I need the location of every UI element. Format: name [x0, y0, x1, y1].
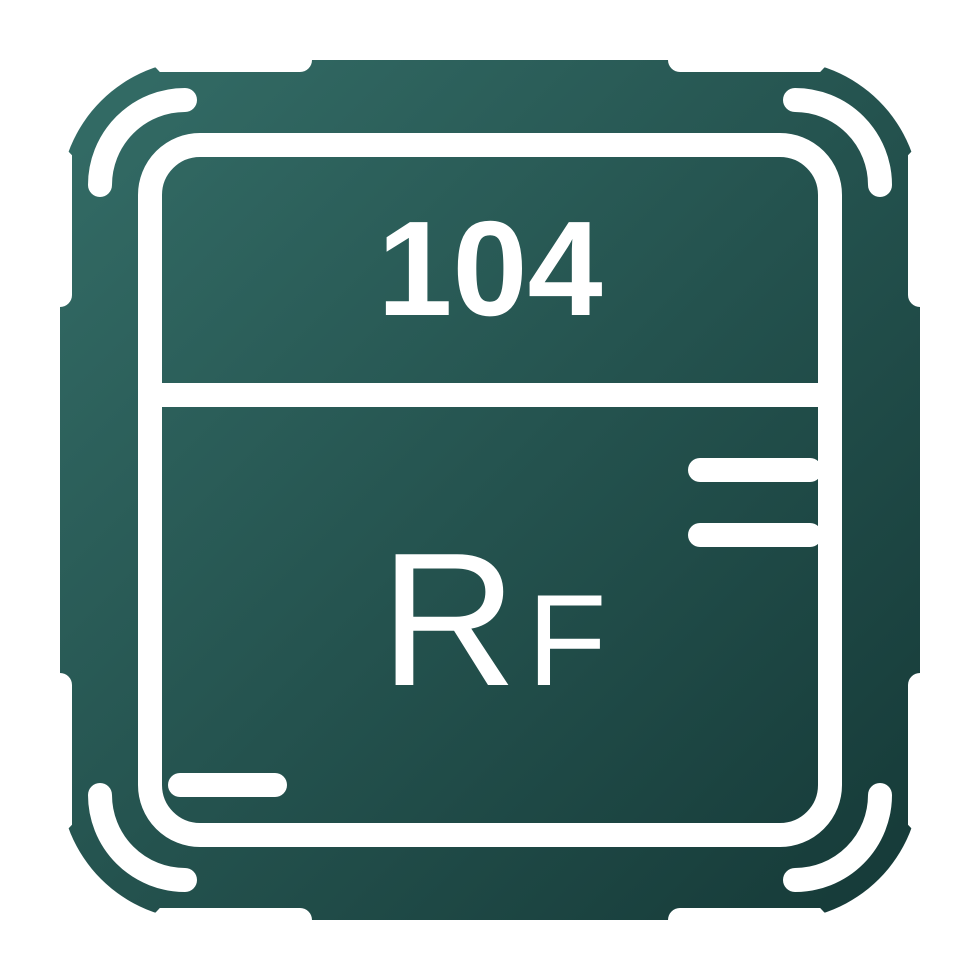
element-tile-icon: { "element": { "atomic_number": "104", "…	[0, 0, 980, 980]
atomic-number: 104	[377, 193, 602, 344]
symbol-minor: F	[527, 567, 606, 713]
symbol-major: R	[380, 514, 517, 726]
tile-svg: 104 RF	[0, 0, 980, 980]
